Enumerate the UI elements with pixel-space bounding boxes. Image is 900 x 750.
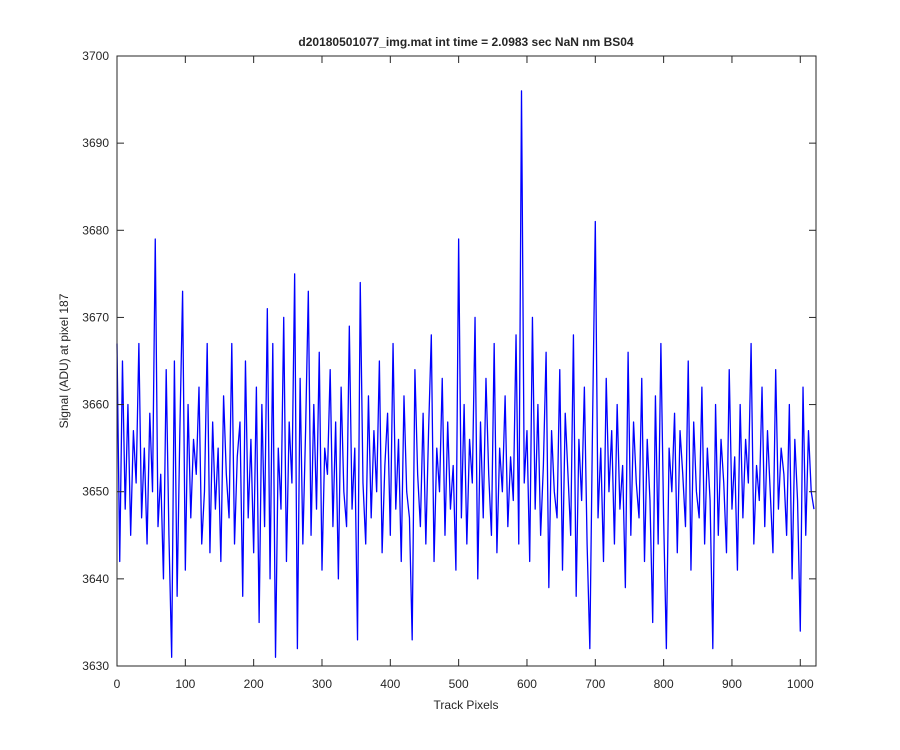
y-axis-label: Signal (ADU) at pixel 187 bbox=[57, 293, 71, 428]
y-tick-label: 3680 bbox=[82, 223, 109, 237]
x-tick-label: 1000 bbox=[787, 677, 814, 691]
x-tick-label: 600 bbox=[517, 677, 537, 691]
x-tick-label: 100 bbox=[175, 677, 195, 691]
y-tick-label: 3690 bbox=[82, 136, 109, 150]
x-tick-label: 0 bbox=[114, 677, 121, 691]
x-tick-label: 300 bbox=[312, 677, 332, 691]
y-tick-label: 3670 bbox=[82, 310, 109, 324]
y-tick-label: 3630 bbox=[82, 659, 109, 673]
x-axis-label: Track Pixels bbox=[434, 698, 499, 712]
x-tick-label: 500 bbox=[449, 677, 469, 691]
x-tick-label: 200 bbox=[244, 677, 264, 691]
x-tick-label: 700 bbox=[585, 677, 605, 691]
plot-frame bbox=[116, 55, 817, 667]
x-tick-label: 800 bbox=[654, 677, 674, 691]
data-line bbox=[116, 90, 815, 658]
chart-title: d20180501077_img.mat int time = 2.0983 s… bbox=[298, 35, 634, 49]
y-tick-label: 3660 bbox=[82, 398, 109, 412]
x-tick-label: 400 bbox=[380, 677, 400, 691]
y-tick-label: 3700 bbox=[82, 49, 109, 63]
y-tick-label: 3640 bbox=[82, 572, 109, 586]
y-tick-label: 3650 bbox=[82, 485, 109, 499]
x-tick-label: 900 bbox=[722, 677, 742, 691]
